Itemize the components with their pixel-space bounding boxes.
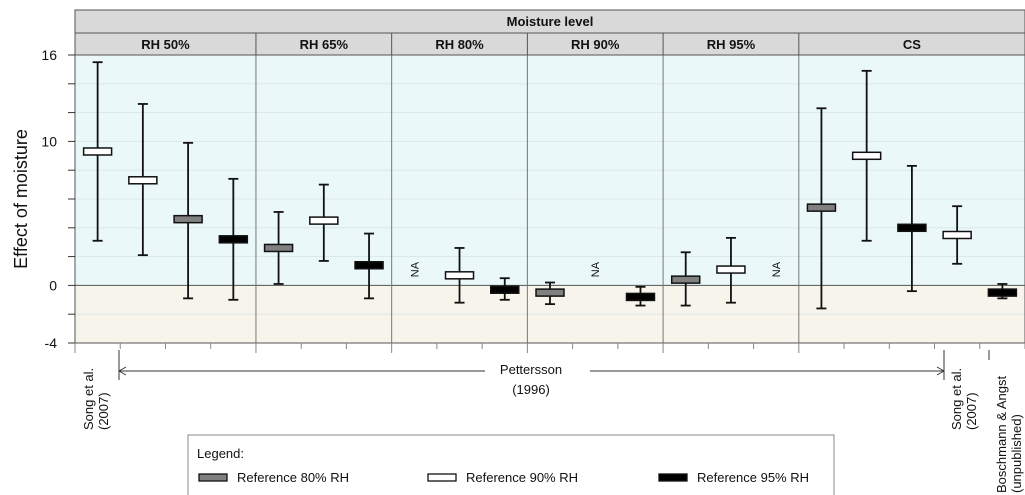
value-marker: [218, 235, 249, 244]
value-marker: [309, 216, 339, 225]
y-tick-label: 0: [49, 277, 57, 293]
value-marker: [987, 288, 1018, 297]
source-boschmann-line1: Boschmann & Angst: [994, 376, 1009, 493]
value-marker: [490, 285, 520, 294]
chart-title: Moisture level: [507, 14, 594, 29]
source-pettersson-line2: (1996): [512, 382, 550, 397]
group-header-label: RH 95%: [707, 37, 756, 52]
y-tick-label: 10: [41, 133, 57, 149]
legend-box: [187, 434, 835, 495]
value-marker: [942, 230, 972, 240]
legend-items: Reference 80% RH Reference 90% RH Referenc…: [198, 470, 809, 485]
group-header-strip: [74, 32, 1025, 56]
value-marker: [82, 147, 113, 156]
value-marker: [716, 265, 746, 274]
data-point: [82, 61, 113, 242]
data-point: [218, 177, 249, 301]
data-point: [670, 251, 701, 307]
value-marker: [263, 243, 294, 253]
data-point: [354, 232, 384, 300]
source-song-right-line1: Song et al.: [949, 368, 964, 430]
data-point: [309, 183, 339, 262]
data-point: [625, 285, 656, 307]
value-marker: [670, 275, 701, 284]
group-header-label: RH 50%: [141, 37, 190, 52]
y-axis: 16 10 0 -4: [41, 47, 75, 351]
source-song-left-line2: (2007): [96, 392, 111, 430]
value-marker: [535, 288, 565, 297]
legend-swatch: [658, 473, 688, 482]
y-tick-label: 16: [41, 47, 57, 63]
data-marks: [82, 61, 1018, 310]
group-header-label: RH 90%: [571, 37, 620, 52]
source-annotations: Song et al. (2007) Pettersson (1996) Son…: [81, 350, 1024, 493]
data-point: [128, 103, 158, 257]
legend-label: Reference 80% RH: [237, 470, 349, 485]
group-header-label: RH 65%: [300, 37, 349, 52]
legend-label: Reference 95% RH: [697, 470, 809, 485]
legend-title: Legend:: [197, 446, 244, 461]
source-song-right-line2: (2007): [964, 392, 979, 430]
value-marker: [173, 214, 203, 224]
data-point: [851, 69, 882, 242]
na-label: NA: [771, 261, 783, 277]
group-headers: RH 50% RH 65% RH 80% RH 90% RH 95% CS: [141, 33, 921, 55]
data-point: [535, 281, 565, 306]
na-label: NA: [590, 261, 602, 277]
source-song-left-line1: Song et al.: [81, 368, 96, 430]
data-point: [263, 211, 294, 285]
data-point: [716, 236, 746, 304]
x-slot-ticks: [74, 343, 1025, 353]
group-header-label: RH 80%: [435, 37, 484, 52]
na-label: NA: [409, 261, 421, 277]
data-point: [173, 141, 203, 300]
source-pettersson-line1: Pettersson: [500, 362, 562, 377]
data-point: [987, 283, 1018, 300]
value-marker: [354, 260, 384, 270]
legend-swatch: [198, 473, 228, 482]
legend-label: Reference 90% RH: [466, 470, 578, 485]
group-dividers: [255, 55, 800, 343]
y-axis-title: Effect of moisture: [11, 129, 31, 269]
value-marker: [625, 292, 656, 302]
source-boschmann-line2: (unpublished): [1009, 414, 1024, 493]
pettersson-range-arrow-right: [936, 366, 945, 376]
na-labels: NA NA NA: [409, 261, 783, 277]
data-point: [444, 247, 475, 304]
legend: Legend: Reference 80% RH Reference 90% RH…: [187, 434, 835, 495]
value-marker: [851, 151, 882, 161]
pettersson-range-arrow-left: [118, 366, 127, 376]
value-marker: [128, 176, 158, 185]
data-point: [806, 107, 837, 310]
data-point: [942, 205, 972, 265]
value-marker: [806, 203, 837, 212]
y-tick-label: -4: [45, 335, 58, 351]
value-marker: [897, 223, 927, 233]
legend-swatch: [427, 473, 457, 482]
data-point: [897, 164, 927, 293]
group-header-label: CS: [903, 37, 921, 52]
value-marker: [444, 271, 475, 280]
data-point: [490, 277, 520, 301]
